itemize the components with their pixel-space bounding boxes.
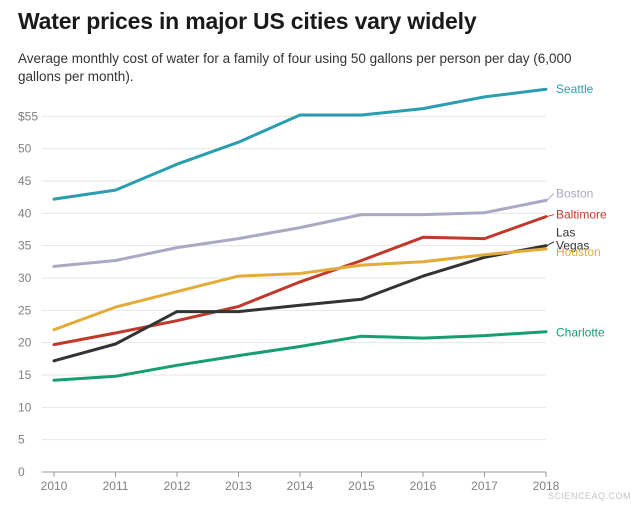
x-tick-label: 2012	[164, 479, 191, 493]
x-tick-label: 2013	[225, 479, 252, 493]
x-tick-label: 2017	[471, 479, 498, 493]
y-tick-label: 45	[18, 174, 32, 188]
x-tick-label: 2011	[103, 479, 129, 493]
series-line-las-vegas	[52, 244, 548, 363]
x-tick-label: 2018	[533, 479, 560, 493]
y-tick-label: 10	[18, 400, 32, 414]
y-tick-label: 30	[18, 271, 32, 285]
y-tick-label: 5	[18, 433, 25, 447]
x-tick-label: 2016	[410, 479, 437, 493]
y-tick-label: 25	[18, 303, 32, 317]
x-tick-label: 2010	[41, 479, 68, 493]
series-label-boston: Boston	[556, 186, 593, 200]
series-line-boston	[52, 198, 548, 268]
series-group	[52, 87, 548, 382]
x-axis: 2010 2011 2012 2013 2014 2015 2016 2017 2018	[41, 472, 560, 493]
gridlines	[42, 115, 546, 473]
y-tick-label: 15	[18, 368, 32, 382]
y-tick-label: 0	[18, 465, 25, 479]
series-line-baltimore	[52, 215, 548, 347]
series-label-charlotte: Charlotte	[556, 326, 605, 340]
y-tick-label: 40	[18, 206, 32, 220]
label-leader-boston	[546, 193, 555, 201]
y-axis: 0 5 10 15 20 25 30 35 40 45 50 $55	[18, 109, 38, 479]
chart-title: Water prices in major US cities vary wid…	[18, 8, 477, 34]
series-label-las-vegas: Las Vegas	[556, 226, 589, 253]
y-tick-label: 50	[18, 142, 32, 156]
series-line-houston	[52, 247, 548, 332]
x-tick-label: 2015	[348, 479, 375, 493]
series-label-houston: Houston	[556, 245, 601, 259]
series-label-baltimore: Baltimore	[556, 208, 607, 222]
series-line-seattle	[52, 87, 548, 201]
label-leader-baltimore	[546, 214, 555, 218]
label-leader-las-vegas	[546, 241, 555, 247]
series-line-charlotte	[52, 330, 548, 382]
watermark: SCIENCEAQ.COM	[548, 491, 632, 501]
y-tick-label: $55	[18, 109, 38, 123]
y-tick-label: 20	[18, 336, 32, 350]
x-tick-label: 2014	[287, 479, 314, 493]
series-label-seattle: Seattle	[556, 82, 594, 96]
chart-subtitle: Average monthly cost of water for a fami…	[18, 51, 572, 84]
y-tick-label: 35	[18, 239, 32, 253]
